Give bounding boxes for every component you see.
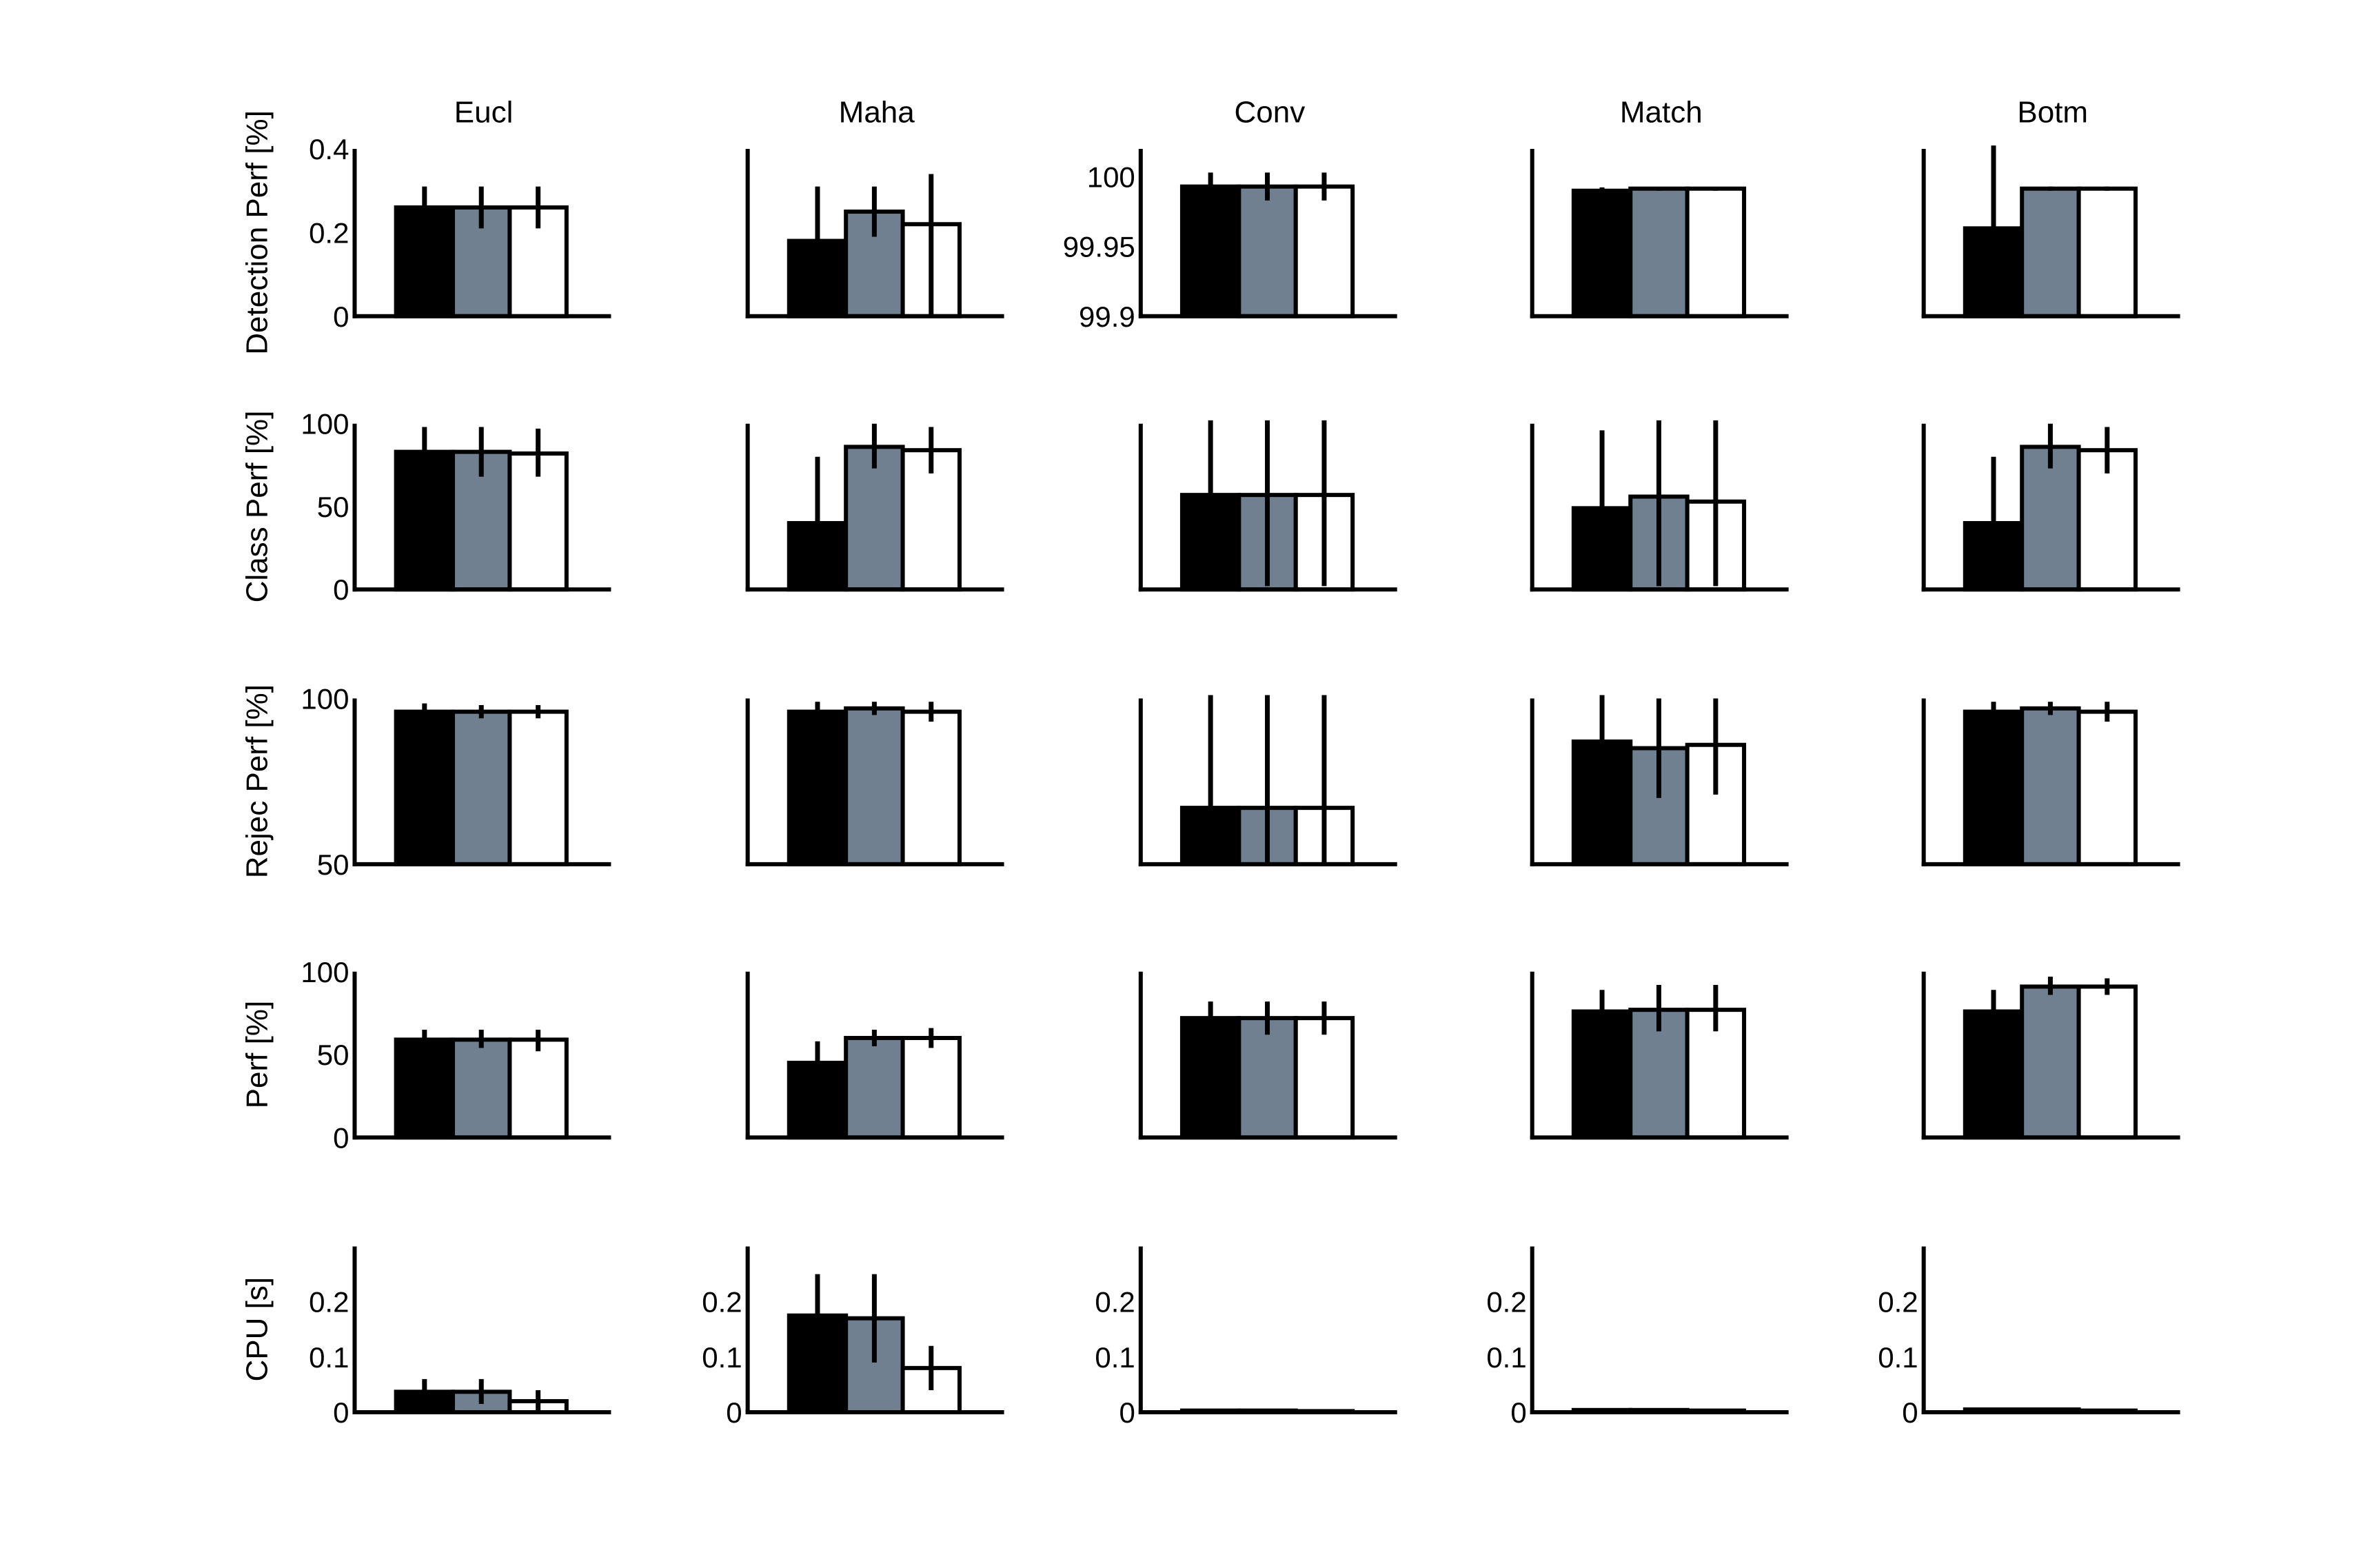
y-tick-label: 0.4	[309, 133, 349, 165]
y-tick-label: 99.9	[1079, 301, 1135, 333]
y-tick-label: 0	[333, 1396, 349, 1429]
y-tick-label: 0	[333, 301, 349, 333]
row-label: Perf [%]	[241, 1001, 274, 1109]
y-tick-label: 0.2	[1095, 1286, 1135, 1318]
bar	[1628, 186, 1690, 318]
bar	[2020, 445, 2081, 592]
y-tick-label: 0.1	[309, 1341, 349, 1374]
bar	[1179, 1016, 1241, 1140]
bar	[1179, 184, 1241, 318]
row-label: CPU [s]	[241, 1277, 274, 1382]
bar	[451, 709, 512, 866]
y-tick-label: 0	[1902, 1396, 1918, 1429]
bar	[1237, 184, 1298, 318]
bar	[1571, 188, 1633, 318]
column-title: Eucl	[454, 96, 514, 130]
y-tick-label: 99.95	[1063, 231, 1135, 263]
y-tick-label: 0	[333, 573, 349, 606]
y-tick-label: 100	[301, 956, 349, 988]
bar	[1685, 186, 1747, 318]
bar	[2076, 709, 2138, 866]
y-tick-label: 0	[333, 1121, 349, 1154]
row-label: Rejec Perf [%]	[241, 684, 274, 878]
column-title: Match	[1620, 96, 1703, 130]
y-tick-label: 0.2	[309, 216, 349, 249]
bar	[2076, 984, 2138, 1140]
y-tick-label: 0.1	[1486, 1341, 1526, 1374]
bar	[1293, 184, 1355, 318]
bar	[1293, 1016, 1355, 1140]
bar	[900, 709, 962, 866]
bar	[900, 1036, 962, 1140]
y-tick-label: 0.1	[702, 1341, 742, 1374]
column-title: Conv	[1235, 96, 1306, 130]
y-tick-label: 100	[301, 408, 349, 440]
y-tick-label: 0.2	[1878, 1286, 1918, 1318]
y-tick-label: 100	[301, 682, 349, 715]
y-tick-label: 0.2	[1486, 1286, 1526, 1318]
bar	[507, 709, 569, 866]
row-label: Detection Perf [%]	[241, 110, 274, 355]
bar	[787, 709, 849, 866]
y-tick-label: 0.2	[309, 1286, 349, 1318]
y-tick-label: 0.2	[702, 1286, 742, 1318]
bar	[2076, 186, 2138, 318]
bar	[1963, 709, 2025, 866]
bar	[844, 706, 905, 866]
y-tick-label: 0.1	[1095, 1341, 1135, 1374]
y-tick-label: 0.1	[1878, 1341, 1918, 1374]
y-tick-label: 50	[317, 491, 349, 523]
row-label: Class Perf [%]	[241, 411, 274, 603]
bar	[394, 1037, 456, 1140]
bar	[2020, 984, 2081, 1140]
y-tick-label: 100	[1087, 161, 1135, 193]
y-tick-label: 0	[1510, 1396, 1526, 1429]
column-title: Botm	[2017, 96, 2088, 130]
y-tick-label: 50	[317, 1039, 349, 1071]
bar	[394, 709, 456, 866]
bar	[844, 1036, 905, 1140]
column-title: Maha	[839, 96, 915, 130]
y-tick-label: 50	[317, 848, 349, 881]
bar	[2020, 706, 2081, 866]
bar	[451, 1037, 512, 1140]
bar	[1237, 1016, 1298, 1140]
y-tick-label: 0	[1119, 1396, 1135, 1429]
bar	[2020, 186, 2081, 318]
bar	[507, 1037, 569, 1140]
y-tick-label: 0	[726, 1396, 742, 1429]
